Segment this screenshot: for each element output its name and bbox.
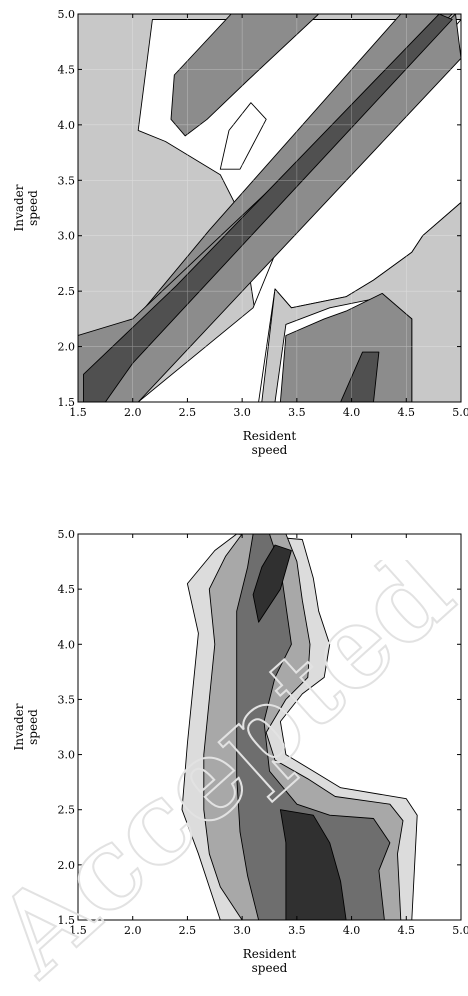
x-tick-label: 1.5 [69, 406, 87, 419]
contour-region-9 [279, 292, 413, 402]
x-tick-label: 4.0 [343, 924, 361, 937]
y-axis-title-line: Invader [12, 184, 26, 231]
x-axis-title-line: speed [252, 961, 288, 975]
y-tick-label: 2.5 [58, 285, 76, 298]
x-tick-label: 4.5 [398, 406, 416, 419]
y-tick-label: 2.0 [58, 341, 76, 354]
y-tick-label: 4.5 [58, 583, 76, 596]
y-tick-label: 4.0 [58, 119, 76, 132]
y-tick-label: 4.0 [58, 638, 76, 651]
y-tick-label: 2.5 [58, 804, 76, 817]
y-tick-label: 4.5 [58, 63, 76, 76]
x-tick-label: 2.0 [124, 924, 142, 937]
y-tick-label: 3.0 [58, 749, 76, 762]
y-tick-label: 3.5 [58, 174, 76, 187]
y-axis-title-line: speed [26, 709, 40, 745]
y-tick-label: 2.0 [58, 859, 76, 872]
x-axis-title-line: Resident [243, 429, 297, 443]
contour-regions [181, 534, 418, 920]
x-tick-label: 2.5 [179, 924, 197, 937]
y-axis-title-line: speed [26, 190, 40, 226]
contour-region-3 [236, 534, 391, 920]
x-tick-label: 1.5 [69, 924, 87, 937]
y-tick-label: 5.0 [58, 528, 76, 541]
contour-region-5 [252, 544, 292, 623]
contour-region-12 [219, 102, 267, 170]
x-tick-label: 3.5 [288, 406, 306, 419]
y-tick-label: 1.5 [58, 396, 76, 409]
chart-2-svg: 1.5 2.0 2.5 3.0 3.5 4.0 4.5 5.0 1.5 2.0 2.5 3.0 3.5 4… [12, 528, 468, 975]
x-tick-label: 4.5 [398, 924, 416, 937]
plot-frame [77, 533, 462, 921]
x-tick-label: 2.0 [124, 406, 142, 419]
x-tick-label: 4.0 [343, 406, 361, 419]
contour-chart-2: 1.5 2.0 2.5 3.0 3.5 4.0 4.5 5.0 1.5 2.0 2.5 3.0 3.5 4… [0, 522, 468, 992]
x-tick-label: 3.5 [288, 924, 306, 937]
x-tick-label: 5.0 [452, 924, 468, 937]
plot-frame [77, 13, 462, 403]
contour-region-11 [170, 14, 320, 137]
x-tick-label: 3.0 [233, 406, 251, 419]
y-axis-title-line: Invader [12, 703, 26, 750]
y-tick-label: 1.5 [58, 914, 76, 927]
y-tick-label: 3.5 [58, 693, 76, 706]
contour-regions [78, 14, 461, 402]
y-tick-label: 5.0 [58, 8, 76, 21]
x-tick-label: 3.0 [233, 924, 251, 937]
contour-region-4 [279, 809, 347, 920]
contour-region-8 [261, 202, 461, 402]
x-tick-label: 5.0 [452, 406, 468, 419]
x-tick-label: 2.5 [179, 406, 197, 419]
contour-region-6 [83, 14, 453, 402]
contour-region-10 [340, 351, 380, 402]
contour-chart-1: 1.5 2.0 2.5 3.0 3.5 4.0 4.5 5.0 1.5 2.0 2.5 3.0 3.5 4… [0, 0, 468, 480]
x-axis-title-line: Resident [243, 947, 297, 961]
x-axis-title-line: speed [252, 443, 288, 457]
y-tick-label: 3.0 [58, 230, 76, 243]
chart-1-svg: 1.5 2.0 2.5 3.0 3.5 4.0 4.5 5.0 1.5 2.0 2.5 3.0 3.5 4… [12, 8, 468, 457]
grid-lines [78, 14, 461, 402]
